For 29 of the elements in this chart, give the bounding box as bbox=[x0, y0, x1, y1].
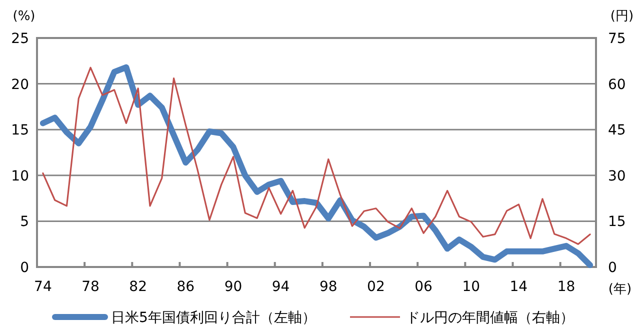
legend-label: 日米5年国債利回り合計（左軸） bbox=[111, 310, 316, 326]
y-tick-label: 20 bbox=[11, 76, 29, 93]
legend-label: ドル円の年間値幅（右軸） bbox=[406, 310, 574, 326]
y-tick-label: 25 bbox=[11, 31, 29, 47]
x-tick-label: 90 bbox=[224, 279, 242, 295]
x-axis-title: (年) bbox=[608, 282, 632, 297]
y2-axis-title: (円) bbox=[610, 9, 634, 24]
y2-tick-label: 15 bbox=[608, 214, 626, 230]
y2-tick-label: 45 bbox=[608, 122, 626, 139]
x-tick-label: 98 bbox=[319, 279, 338, 295]
y2-tick-label: 30 bbox=[608, 168, 626, 184]
x-tick-label: 02 bbox=[367, 279, 385, 295]
y-tick-label: 10 bbox=[11, 168, 29, 184]
y-axis-title: (%) bbox=[12, 9, 36, 24]
x-tick-label: 94 bbox=[272, 279, 290, 295]
y2-tick-label: 60 bbox=[608, 76, 626, 93]
y2-tick-label: 75 bbox=[608, 31, 626, 47]
x-tick-label: 82 bbox=[129, 279, 148, 295]
y-tick-label: 0 bbox=[20, 260, 29, 276]
x-tick-label: 06 bbox=[414, 279, 433, 295]
x-tick-label: 86 bbox=[176, 279, 195, 295]
y-tick-label: 15 bbox=[11, 122, 29, 139]
x-tick-label: 74 bbox=[34, 279, 52, 295]
x-tick-label: 78 bbox=[82, 279, 100, 295]
x-tick-label: 18 bbox=[557, 279, 576, 295]
x-tick-label: 10 bbox=[462, 279, 480, 295]
x-tick-label: 14 bbox=[510, 279, 528, 295]
y-tick-label: 5 bbox=[20, 214, 29, 230]
y2-tick-label: 0 bbox=[608, 260, 617, 276]
